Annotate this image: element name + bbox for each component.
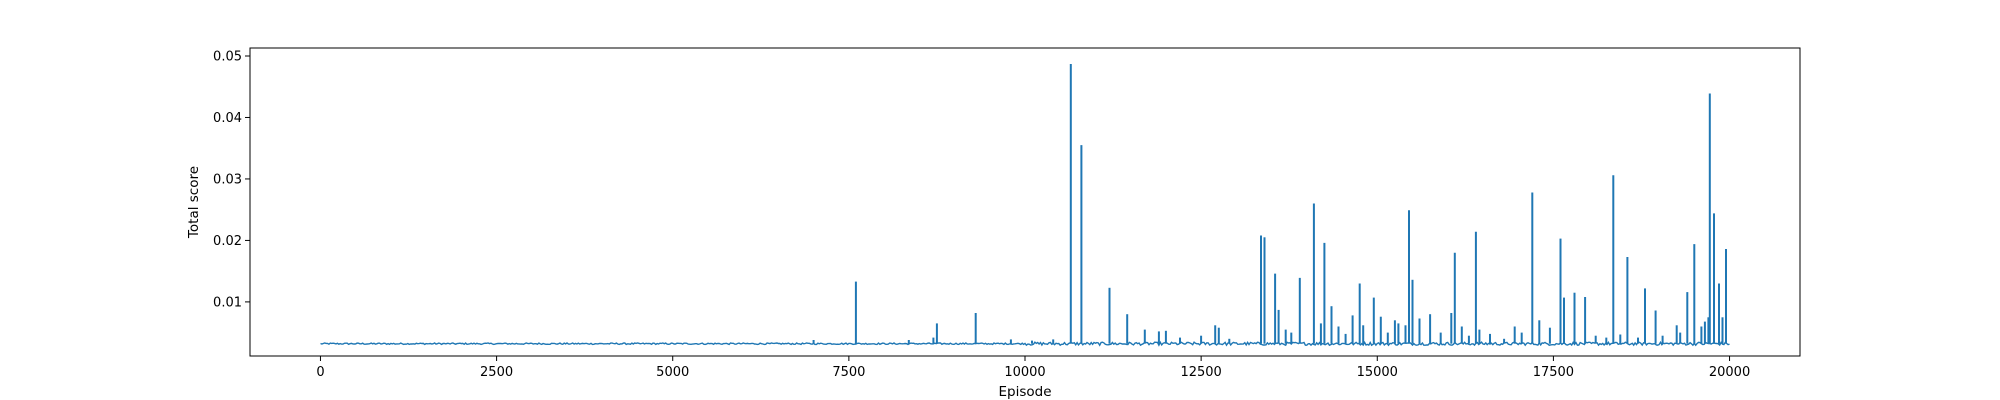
x-tick-label: 20000 — [1709, 365, 1750, 380]
y-axis-ticks: 0.01 0.02 0.03 0.04 0.05 — [213, 49, 250, 310]
y-tick-label: 0.04 — [213, 111, 242, 126]
x-tick-label: 15000 — [1357, 365, 1398, 380]
plot-area — [320, 64, 1730, 347]
x-axis-label: Episode — [998, 384, 1051, 400]
x-tick-label: 17500 — [1533, 365, 1574, 380]
x-tick-label: 12500 — [1180, 365, 1221, 380]
series-line — [320, 340, 1730, 347]
x-tick-label: 0 — [316, 365, 324, 380]
axes-frame — [249, 47, 1801, 357]
y-tick-label: 0.02 — [213, 234, 242, 249]
y-tick-label: 0.01 — [213, 295, 242, 310]
x-tick-label: 5000 — [656, 365, 689, 380]
y-axis-label: Total score — [186, 166, 202, 239]
x-tick-label: 10000 — [1004, 365, 1045, 380]
x-tick-label: 7500 — [832, 365, 865, 380]
x-axis-ticks: 0 2500 5000 7500 10000 12500 15000 17500 20000 — [316, 356, 1750, 380]
x-tick-label: 2500 — [480, 365, 513, 380]
y-tick-label: 0.05 — [213, 49, 242, 64]
y-tick-label: 0.03 — [213, 172, 242, 187]
